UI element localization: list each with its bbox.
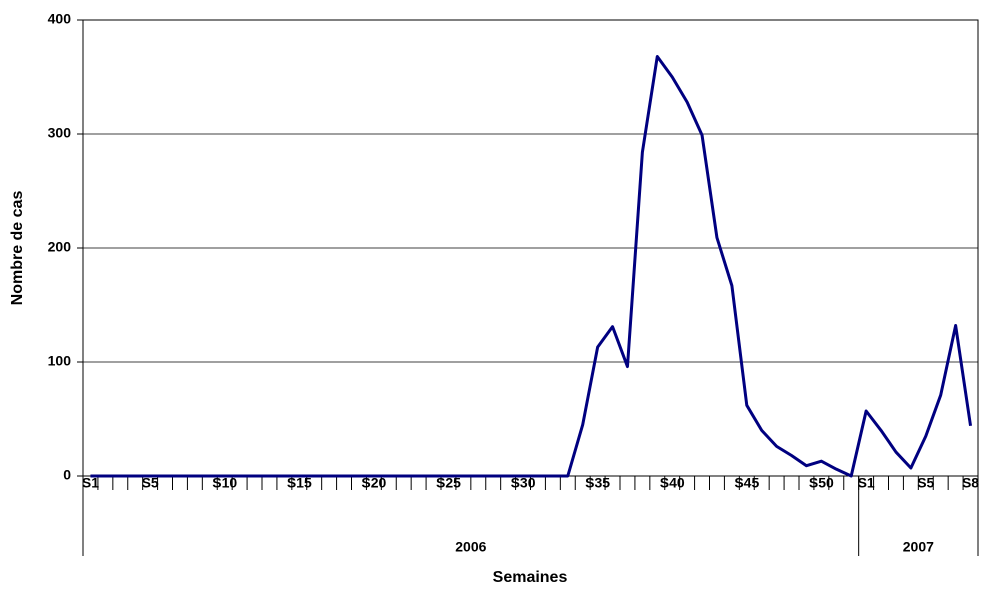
x-tick-label: S30 <box>511 475 536 491</box>
x-tick-label: S8 <box>962 475 979 491</box>
y-tick-label: 0 <box>63 467 71 483</box>
x-tick-label: S20 <box>361 475 386 491</box>
x-tick-label: S10 <box>212 475 237 491</box>
y-tick-label: 300 <box>48 125 72 141</box>
y-axis-title: Nombre de cas <box>9 191 26 306</box>
x-tick-label: S5 <box>917 475 934 491</box>
group-label: 2006 <box>455 539 486 555</box>
x-tick-label: S1 <box>82 475 99 491</box>
x-tick-label: S25 <box>436 475 461 491</box>
x-tick-label: S40 <box>660 475 685 491</box>
x-tick-label: S45 <box>734 475 759 491</box>
group-label: 2007 <box>903 539 934 555</box>
x-tick-label: S35 <box>585 475 610 491</box>
x-tick-label: S50 <box>809 475 834 491</box>
y-tick-label: 200 <box>48 239 72 255</box>
data-line <box>90 54 973 478</box>
y-tick-label: 100 <box>48 353 72 369</box>
x-axis-title: Semaines <box>493 569 568 586</box>
x-tick-label: S5 <box>142 475 159 491</box>
x-tick-label: S1 <box>858 475 875 491</box>
x-tick-label: S15 <box>287 475 312 491</box>
y-tick-label: 400 <box>48 11 72 27</box>
